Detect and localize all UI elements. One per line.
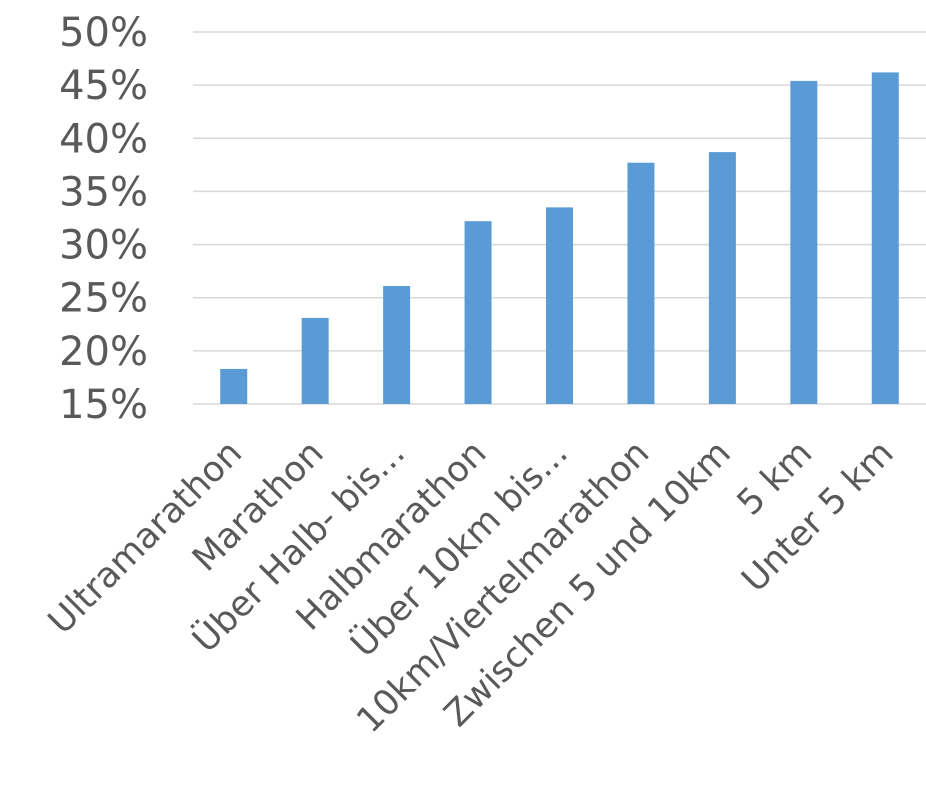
y-tick-label: 20% (59, 329, 148, 375)
y-tick-label: 35% (59, 169, 148, 215)
bar (220, 368, 248, 404)
bar (708, 152, 736, 404)
bar (464, 221, 492, 404)
y-tick-label: 30% (59, 223, 148, 269)
bar (627, 162, 655, 404)
bars (220, 72, 899, 405)
y-tick-label: 40% (59, 116, 148, 162)
bar (546, 207, 573, 404)
bar (383, 286, 411, 404)
bar (871, 72, 899, 404)
bar (790, 80, 818, 405)
y-axis-ticks: 15% 20% 25% 30% 35% 40% 45% 50% (59, 10, 148, 428)
y-tick-label: 45% (59, 63, 148, 109)
y-tick-label: 15% (59, 382, 148, 428)
y-tick-label: 25% (59, 276, 148, 322)
bar (301, 317, 329, 404)
y-tick-label: 50% (59, 10, 148, 56)
